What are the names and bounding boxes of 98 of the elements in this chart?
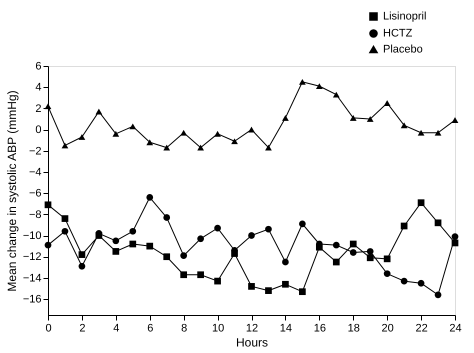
point bbox=[452, 240, 458, 246]
x-tick-label: 12 bbox=[246, 322, 258, 334]
x-tick-label: 4 bbox=[113, 322, 120, 334]
x-tick-label: 18 bbox=[348, 322, 360, 334]
point bbox=[180, 130, 188, 136]
point bbox=[434, 130, 442, 136]
point bbox=[366, 116, 374, 122]
x-tick-label: 6 bbox=[147, 322, 154, 334]
point bbox=[197, 271, 204, 278]
point bbox=[197, 235, 204, 242]
point bbox=[248, 126, 255, 132]
y-tick-label: 2 bbox=[35, 102, 42, 115]
point bbox=[214, 130, 221, 137]
x-tick-label: 0 bbox=[45, 322, 52, 334]
x-tick-label: 16 bbox=[314, 322, 326, 334]
point bbox=[146, 139, 154, 146]
point bbox=[434, 292, 442, 298]
point bbox=[332, 92, 340, 98]
y-tick-label: −10 bbox=[22, 230, 42, 242]
point bbox=[180, 252, 188, 260]
point bbox=[78, 134, 86, 140]
point bbox=[129, 240, 136, 248]
point bbox=[129, 123, 136, 130]
legend-label: Placebo bbox=[383, 44, 423, 56]
point bbox=[418, 280, 424, 287]
point bbox=[62, 228, 68, 235]
point bbox=[44, 242, 52, 248]
x-tick-label: 8 bbox=[181, 322, 188, 334]
point bbox=[384, 270, 391, 278]
point bbox=[332, 258, 340, 266]
point bbox=[112, 248, 120, 255]
point bbox=[78, 251, 86, 258]
x-tick-label: 10 bbox=[212, 322, 224, 334]
point bbox=[400, 278, 408, 284]
y-tick-label: −16 bbox=[22, 294, 42, 306]
point bbox=[350, 240, 357, 248]
legend-label: Lisinopril bbox=[383, 10, 426, 22]
point bbox=[332, 242, 340, 248]
point bbox=[214, 278, 221, 284]
legend-label: HCTZ bbox=[383, 28, 413, 40]
y-tick-label: −12 bbox=[22, 251, 42, 264]
point bbox=[350, 249, 357, 256]
point bbox=[112, 237, 120, 244]
x-tick-label: 24 bbox=[449, 322, 462, 334]
point bbox=[282, 115, 289, 121]
point bbox=[62, 142, 68, 148]
point bbox=[163, 214, 170, 221]
point bbox=[418, 130, 424, 136]
point bbox=[299, 220, 306, 228]
point bbox=[129, 228, 136, 235]
point bbox=[78, 262, 86, 270]
x-tick-label: 20 bbox=[382, 322, 394, 334]
point bbox=[299, 78, 306, 85]
point bbox=[248, 232, 255, 239]
point bbox=[163, 144, 170, 150]
point bbox=[384, 100, 391, 106]
point bbox=[282, 280, 289, 288]
point bbox=[112, 130, 120, 137]
point bbox=[418, 199, 424, 206]
point bbox=[214, 224, 221, 232]
point bbox=[96, 108, 102, 114]
point bbox=[434, 219, 442, 226]
x-tick-label: 22 bbox=[415, 322, 428, 334]
point bbox=[265, 226, 272, 233]
point bbox=[400, 122, 408, 128]
y-tick-label: −8 bbox=[28, 208, 42, 221]
point bbox=[452, 117, 458, 123]
point bbox=[366, 254, 374, 262]
y-tick-label: −14 bbox=[22, 272, 42, 284]
point bbox=[180, 271, 188, 278]
point bbox=[400, 222, 408, 230]
y-axis-title: Mean change in systolic ABP (mmHg) bbox=[4, 90, 19, 292]
point bbox=[316, 83, 323, 90]
point bbox=[231, 138, 238, 144]
x-tick-label: 14 bbox=[280, 322, 292, 334]
y-tick-label: −6 bbox=[28, 188, 42, 200]
point bbox=[350, 115, 357, 121]
y-tick-label: −2 bbox=[28, 145, 42, 158]
point bbox=[282, 258, 289, 266]
y-tick-label: −4 bbox=[28, 166, 42, 178]
point bbox=[366, 248, 374, 255]
point bbox=[62, 215, 68, 222]
y-tick-label: 6 bbox=[35, 60, 42, 72]
y-tick-label: 0 bbox=[35, 124, 42, 136]
point bbox=[146, 242, 154, 250]
x-axis-title: Hours bbox=[236, 336, 268, 350]
point bbox=[452, 233, 458, 240]
point bbox=[44, 201, 52, 208]
point bbox=[146, 194, 154, 201]
point bbox=[248, 283, 255, 290]
y-tick-label: 4 bbox=[35, 82, 42, 94]
point bbox=[265, 287, 272, 294]
point bbox=[265, 144, 272, 150]
point bbox=[384, 255, 391, 262]
x-tick-label: 2 bbox=[79, 322, 86, 334]
point bbox=[299, 288, 306, 296]
point bbox=[163, 253, 170, 260]
point bbox=[197, 144, 204, 150]
